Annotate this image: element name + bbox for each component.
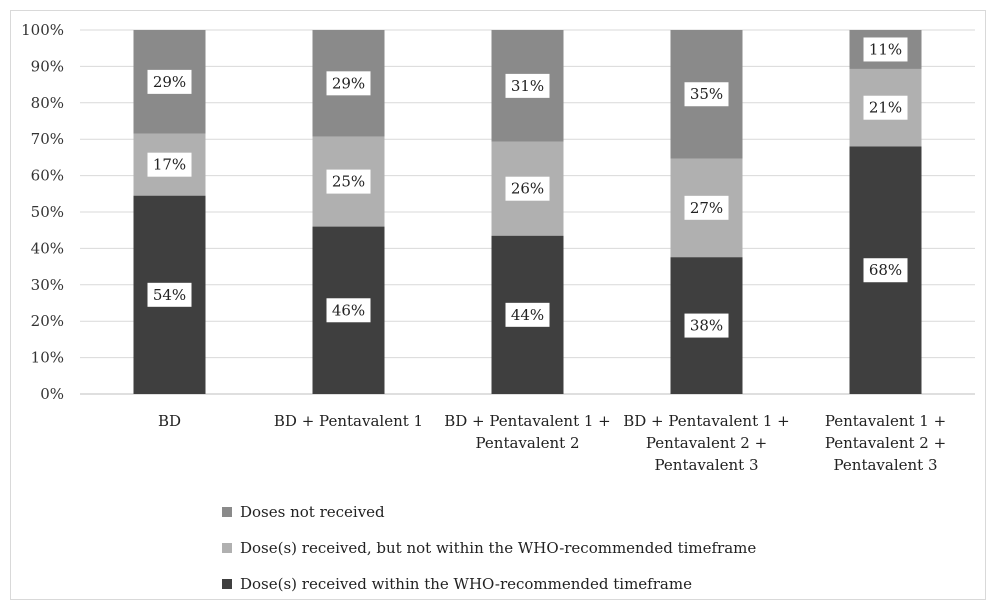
data-label-box xyxy=(684,195,729,220)
y-tick-label: 10% xyxy=(31,349,64,367)
y-tick-label: 30% xyxy=(31,276,64,294)
data-label: 38% xyxy=(690,317,723,335)
data-label: 26% xyxy=(511,180,544,198)
data-label: 21% xyxy=(869,99,902,117)
data-label: 44% xyxy=(511,306,544,324)
legend-item: Dose(s) received within the WHO-recommen… xyxy=(222,566,756,602)
data-label: 29% xyxy=(153,73,186,91)
data-label: 35% xyxy=(690,85,723,103)
category-label: BD + Pentavalent 1 + xyxy=(444,412,611,430)
data-label-box xyxy=(147,152,192,177)
data-label-box xyxy=(326,71,371,96)
y-tick-label: 70% xyxy=(31,130,64,148)
legend-item: Doses not received xyxy=(222,494,756,530)
chart-frame xyxy=(10,10,986,600)
data-label-box xyxy=(505,73,550,98)
y-tick-label: 0% xyxy=(40,385,64,403)
y-axis: 0% 10% 20% 30% 40% 50% 60% 70% 80% 90% 100% xyxy=(21,21,64,403)
category-label: Pentavalent 2 + xyxy=(646,434,767,452)
data-label-box xyxy=(147,282,192,307)
data-label: 27% xyxy=(690,199,723,217)
y-tick-label: 100% xyxy=(21,21,64,39)
data-label-box xyxy=(147,69,192,94)
y-tick-label: 40% xyxy=(31,239,64,257)
legend-label: Doses not received xyxy=(240,503,385,521)
data-label: 31% xyxy=(511,77,544,95)
category-label: Pentavalent 3 xyxy=(833,456,937,474)
legend: Doses not received Dose(s) received, but … xyxy=(222,494,756,602)
legend-label: Dose(s) received, but not within the WHO… xyxy=(240,539,757,557)
y-tick-label: 20% xyxy=(31,312,64,330)
legend-item: Dose(s) received, but not within the WHO… xyxy=(222,530,756,566)
data-label-box xyxy=(684,313,729,338)
legend-label: Dose(s) received within the WHO-recommen… xyxy=(240,575,692,593)
category-label: Pentavalent 3 xyxy=(654,456,758,474)
data-label: 46% xyxy=(332,301,365,319)
data-label-box xyxy=(863,258,908,283)
category-label: BD + Pentavalent 1 xyxy=(274,412,423,430)
y-tick-label: 60% xyxy=(31,167,64,185)
data-label: 17% xyxy=(153,156,186,174)
legend-swatch xyxy=(222,543,232,553)
data-label-box xyxy=(326,169,371,194)
data-label: 54% xyxy=(153,286,186,304)
data-label-box xyxy=(863,37,908,62)
category-label: Pentavalent 1 + xyxy=(825,412,946,430)
legend-swatch xyxy=(222,507,232,517)
stacked-bar-chart: 0% 10% 20% 30% 40% 50% 60% 70% 80% 90% 100% 54% 17%… xyxy=(21,21,975,474)
data-label: 68% xyxy=(869,261,902,279)
category-label: Pentavalent 2 xyxy=(475,434,579,452)
data-label-box xyxy=(505,302,550,327)
legend-swatch xyxy=(222,579,232,589)
data-label: 29% xyxy=(332,74,365,92)
data-label-box xyxy=(326,298,371,323)
data-labels: 54% 17% 29% 46% 25% 29% 44% 26% 31% 38% 27% 35% 68% 2… xyxy=(147,37,908,338)
x-axis: BD BD + Pentavalent 1 BD + Pentavalent 1 +… xyxy=(158,412,946,474)
category-label: BD + Pentavalent 1 + xyxy=(623,412,790,430)
data-label-box xyxy=(505,176,550,201)
y-tick-label: 80% xyxy=(31,94,64,112)
y-tick-label: 90% xyxy=(31,57,64,75)
data-label: 11% xyxy=(869,40,902,58)
data-label-box xyxy=(684,82,729,107)
data-label-box xyxy=(863,95,908,120)
y-tick-label: 50% xyxy=(31,203,64,221)
category-label: Pentavalent 2 + xyxy=(825,434,946,452)
category-label: BD xyxy=(158,412,181,430)
data-label: 25% xyxy=(332,173,365,191)
